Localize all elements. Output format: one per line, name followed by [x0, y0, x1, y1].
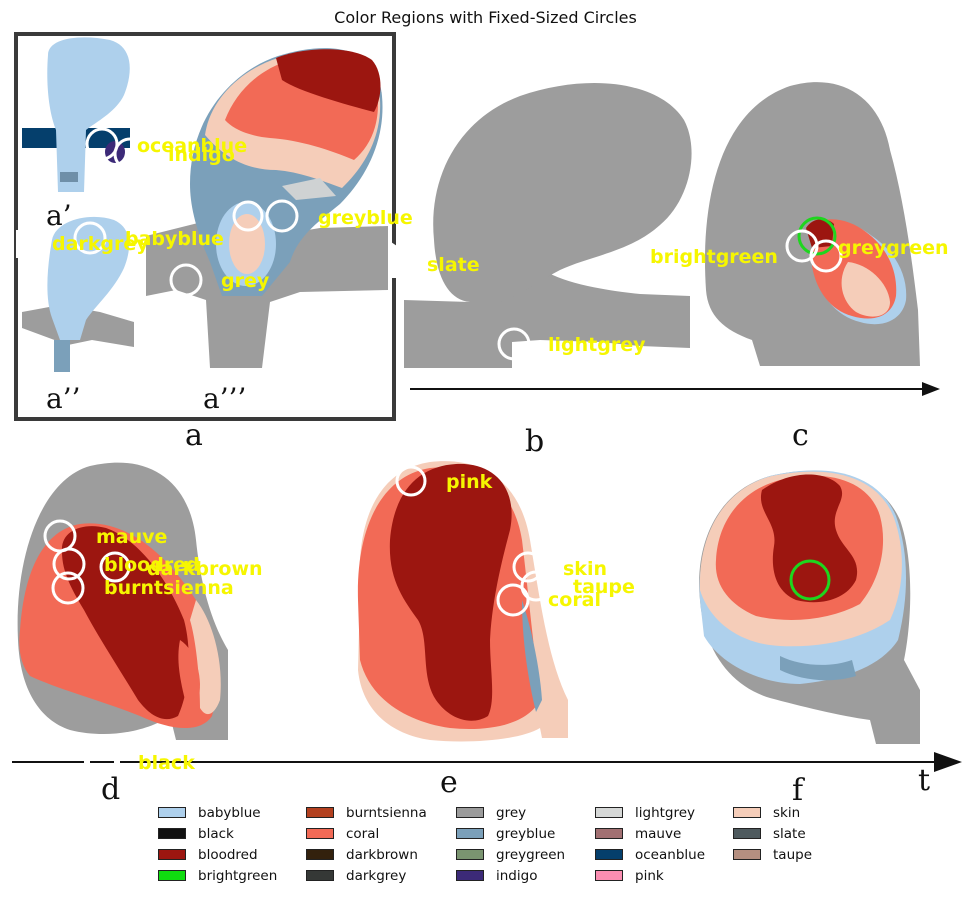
legend-swatch: [733, 807, 761, 818]
legend-label: babyblue: [198, 805, 261, 821]
panel-label-e: e: [440, 765, 458, 800]
label-coral: coral: [548, 589, 601, 611]
panel-label-f: f: [792, 773, 805, 808]
label-burntsienna: burntsienna: [104, 577, 234, 599]
figure-title: Color Regions with Fixed-Sized Circles: [334, 8, 637, 27]
circle-brightgreen: [797, 216, 837, 256]
panel-c: [704, 82, 920, 367]
circle-darkgrey: [73, 221, 107, 255]
label-darkgrey: darkgrey: [52, 233, 149, 255]
label-brightgreen: brightgreen: [650, 246, 778, 268]
panel-label-a: a: [185, 418, 203, 453]
legend-swatch: [158, 849, 186, 860]
region-labels: oceanblue indigo darkgrey babyblue greyb…: [52, 135, 949, 774]
label-darkbrown: darkbrown: [147, 558, 263, 580]
organ-a3: [146, 48, 400, 368]
label-babyblue: babyblue: [125, 228, 224, 250]
fixed-circles: [43, 127, 843, 617]
panel-label-b: b: [525, 424, 544, 459]
label-pink: pink: [446, 471, 493, 493]
legend-swatch: [595, 870, 623, 881]
legend-swatch: [306, 807, 334, 818]
legend-swatch: [158, 828, 186, 839]
legend-swatch: [158, 870, 186, 881]
time-arrow-b-head: [922, 382, 940, 396]
circle-lightgrey: [497, 327, 531, 361]
legend-swatch: [733, 828, 761, 839]
circle-indigo: [113, 137, 147, 171]
legend-swatch: [306, 849, 334, 860]
panel-label-d: d: [101, 772, 120, 807]
legend-swatch: [456, 828, 484, 839]
legend-label: greygreen: [496, 847, 566, 863]
organ-a2: [16, 216, 134, 372]
legend-swatch: [733, 849, 761, 860]
legend-label: greyblue: [496, 826, 556, 842]
legend-label: slate: [773, 826, 806, 842]
panel-label-a1: a’: [46, 199, 72, 232]
time-axis-head: [934, 752, 962, 772]
legend-swatch: [456, 849, 484, 860]
legend-label: coral: [346, 826, 380, 842]
legend-label: mauve: [635, 826, 682, 842]
circle-green-f: [789, 559, 831, 601]
circle-burntsienna: [51, 571, 85, 605]
legend-swatch: [595, 849, 623, 860]
panel-d: [12, 462, 962, 772]
legend-swatch: [456, 807, 484, 818]
legend-label: burntsienna: [346, 805, 427, 821]
legend-label: oceanblue: [635, 847, 705, 863]
legend-label: indigo: [496, 868, 538, 884]
label-mauve: mauve: [96, 526, 167, 548]
circle-bloodred: [52, 547, 86, 581]
panel-label-a2: a’’: [46, 382, 81, 415]
panel-label-a3: a’’’: [203, 382, 246, 415]
legend: babyblue black bloodred brightgreen burntsie…: [158, 804, 858, 888]
circle-pink: [395, 465, 427, 497]
panel-letters: a b c d e f t: [101, 418, 930, 808]
legend-label: darkbrown: [346, 847, 418, 863]
legend-label: brightgreen: [198, 868, 278, 884]
panel-label-c: c: [792, 418, 809, 453]
axis-label-t: t: [918, 763, 930, 798]
legend-label: darkgrey: [346, 868, 407, 884]
label-greyblue: greyblue: [318, 207, 413, 229]
label-taupe: taupe: [573, 576, 635, 598]
legend-swatch: [158, 807, 186, 818]
legend-swatch: [306, 828, 334, 839]
circle-skin: [512, 551, 544, 583]
label-skin: skin: [563, 558, 607, 580]
circle-darkbrown: [99, 551, 131, 583]
label-black: black: [138, 752, 195, 774]
circle-greyblue: [265, 199, 299, 233]
legend-swatch: [595, 828, 623, 839]
panel-b: [404, 83, 940, 396]
legend-label: pink: [635, 868, 664, 884]
circle-babyblue: [232, 200, 264, 232]
legend-label: grey: [496, 805, 527, 821]
label-grey: grey: [221, 270, 270, 292]
label-lightgrey: lightgrey: [548, 334, 646, 356]
legend-label: lightgrey: [635, 805, 696, 821]
legend-swatch: [306, 870, 334, 881]
legend-label: black: [198, 826, 234, 842]
legend-label: bloodred: [198, 847, 258, 863]
panel-f: [699, 470, 920, 744]
circle-slate-c: [785, 229, 819, 263]
legend-swatch: [456, 870, 484, 881]
circle-taupe: [520, 570, 552, 602]
legend-label: skin: [773, 805, 801, 821]
panel-e: [357, 461, 568, 742]
label-indigo: indigo: [168, 144, 235, 166]
circle-grey: [169, 263, 203, 297]
label-slate: slate: [427, 254, 480, 276]
circle-greygreen: [809, 239, 843, 273]
label-oceanblue: oceanblue: [137, 135, 247, 157]
label-greygreen: greygreen: [838, 237, 949, 259]
legend-swatch: [595, 807, 623, 818]
label-bloodred: bloodred: [104, 554, 200, 576]
legend-label: taupe: [773, 847, 812, 863]
circle-coral: [496, 583, 530, 617]
